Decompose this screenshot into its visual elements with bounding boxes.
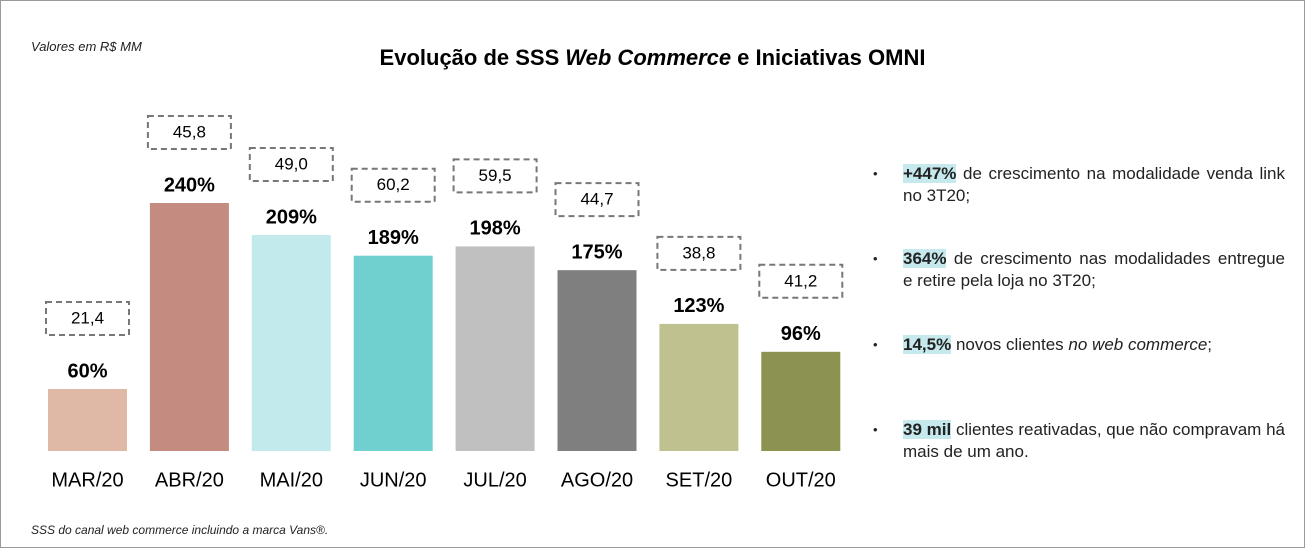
bullet: • 14,5% novos clientes no web commerce; (873, 334, 1285, 356)
value-box (248, 147, 334, 183)
bullet-end: ; (1207, 335, 1213, 354)
boxed-value-label: 38,8 (682, 243, 715, 262)
boxed-value-label: 41,2 (784, 271, 817, 290)
bullet-highlight: 39 mil (903, 420, 952, 439)
bullet-text: 39 mil clientes reativadas, que não comp… (903, 419, 1285, 463)
boxed-value-label: 45,8 (173, 122, 206, 141)
bullet-text: +447% de crescimento na modalidade venda… (903, 163, 1285, 207)
x-tick-label: SET/20 (666, 469, 733, 491)
bar-value-label: 198% (470, 218, 521, 240)
boxed-value-label: 44,7 (580, 190, 613, 209)
bar (149, 203, 229, 451)
bar-value-label: 175% (571, 241, 622, 263)
footnote: SSS do canal web commerce incluindo a ma… (31, 523, 329, 537)
bullet: • +447% de crescimento na modalidade vend… (873, 163, 1285, 207)
bar-value-label: 60% (67, 360, 107, 382)
bar-value-label: 240% (164, 174, 215, 196)
bullet-highlight: 14,5% (903, 335, 952, 354)
bullet-text: 14,5% novos clientes no web commerce; (903, 334, 1285, 356)
bullet: • 364% de crescimento nas modalidades ent… (873, 248, 1285, 292)
bullet-text: 364% de crescimento nas modalidades entr… (903, 248, 1285, 292)
bullet: • 39 mil clientes reativadas, que não com… (873, 419, 1285, 463)
x-tick-label: ABR/20 (155, 469, 224, 491)
chart-title: Evolução de SSS Web Commerce e Iniciativas… (1, 45, 1304, 71)
bar (761, 351, 841, 451)
boxed-value-label: 49,0 (275, 155, 308, 174)
chart: 60% 21,4 MAR/20 240% 45,8 ABR/20 209% 49,0 MAI/2… (45, 115, 844, 491)
bar (353, 255, 433, 451)
bullet-emphasis: no web commerce (1068, 335, 1208, 354)
bullet-body: de crescimento na modalidade venda link … (903, 164, 1285, 205)
bar (557, 270, 637, 451)
bullet-dot: • (873, 337, 878, 352)
boxed-value-label: 59,5 (479, 166, 512, 185)
boxed-value-label: 60,2 (377, 175, 410, 194)
x-tick-label: MAI/20 (260, 469, 323, 491)
subtitle: Valores em R$ MM (31, 39, 142, 54)
value-box (452, 158, 538, 194)
bullet-dot: • (873, 166, 878, 181)
value-box (758, 263, 844, 299)
bar (48, 389, 127, 451)
value-box (350, 167, 436, 203)
bar-value-label: 96% (781, 323, 821, 345)
x-tick-label: OUT/20 (766, 469, 836, 491)
x-tick-label: JUL/20 (463, 469, 526, 491)
bar-value-label: 123% (673, 295, 724, 317)
x-tick-label: JUN/20 (360, 469, 427, 491)
value-box (656, 235, 742, 271)
bar-value-label: 189% (368, 227, 419, 249)
bar (455, 246, 535, 451)
title-suffix: e Iniciativas OMNI (737, 45, 926, 70)
bullet-body: novos clientes (955, 335, 1064, 354)
bullet-body: de crescimento nas modalidades entregue … (903, 249, 1285, 290)
bullet-body: clientes reativadas, que não compravam h… (903, 420, 1285, 461)
bullet-dot: • (873, 251, 878, 266)
bullet-dot: • (873, 422, 878, 437)
bullet-highlight: +447% (903, 164, 957, 183)
boxed-value-label: 21,4 (71, 308, 104, 327)
value-box (146, 115, 232, 150)
title-prefix: Evolução de SSS (379, 45, 560, 70)
bar (251, 235, 331, 451)
bar (659, 323, 739, 451)
x-tick-label: AGO/20 (561, 469, 633, 491)
title-emphasis: Web Commerce (565, 45, 732, 70)
value-box (45, 301, 130, 336)
value-box (554, 182, 640, 218)
bullet-highlight: 364% (903, 249, 947, 268)
x-tick-label: MAR/20 (51, 469, 123, 491)
bar-value-label: 209% (266, 206, 317, 228)
